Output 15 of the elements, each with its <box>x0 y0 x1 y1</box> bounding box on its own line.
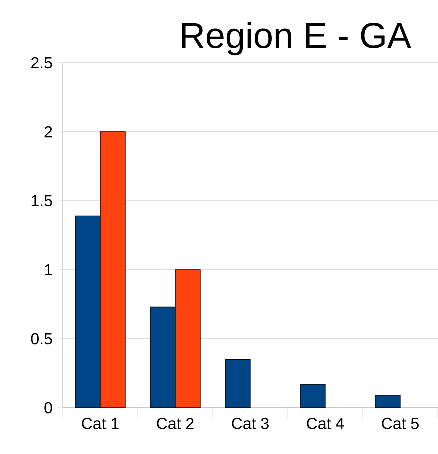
chart-title: Region E - GA <box>182 22 412 56</box>
y-tick-label: 1 <box>45 264 52 276</box>
y-tick-label: 0.5 <box>31 333 52 345</box>
x-tick-label: Cat 4 <box>307 418 344 430</box>
x-tick-label: Cat 3 <box>232 418 269 430</box>
x-tick-label: Cat 1 <box>82 418 119 430</box>
y-tick-label: 2.5 <box>31 57 52 69</box>
bar <box>225 359 251 408</box>
y-tick-label: 0 <box>44 402 52 414</box>
y-tick-label: 2 <box>44 126 52 138</box>
y-tick-label: 1.5 <box>32 195 52 207</box>
bar <box>300 384 326 408</box>
x-tick-label: Cat 2 <box>157 418 194 430</box>
bar <box>375 395 401 408</box>
x-tick-label: Cat 5 <box>382 418 419 430</box>
